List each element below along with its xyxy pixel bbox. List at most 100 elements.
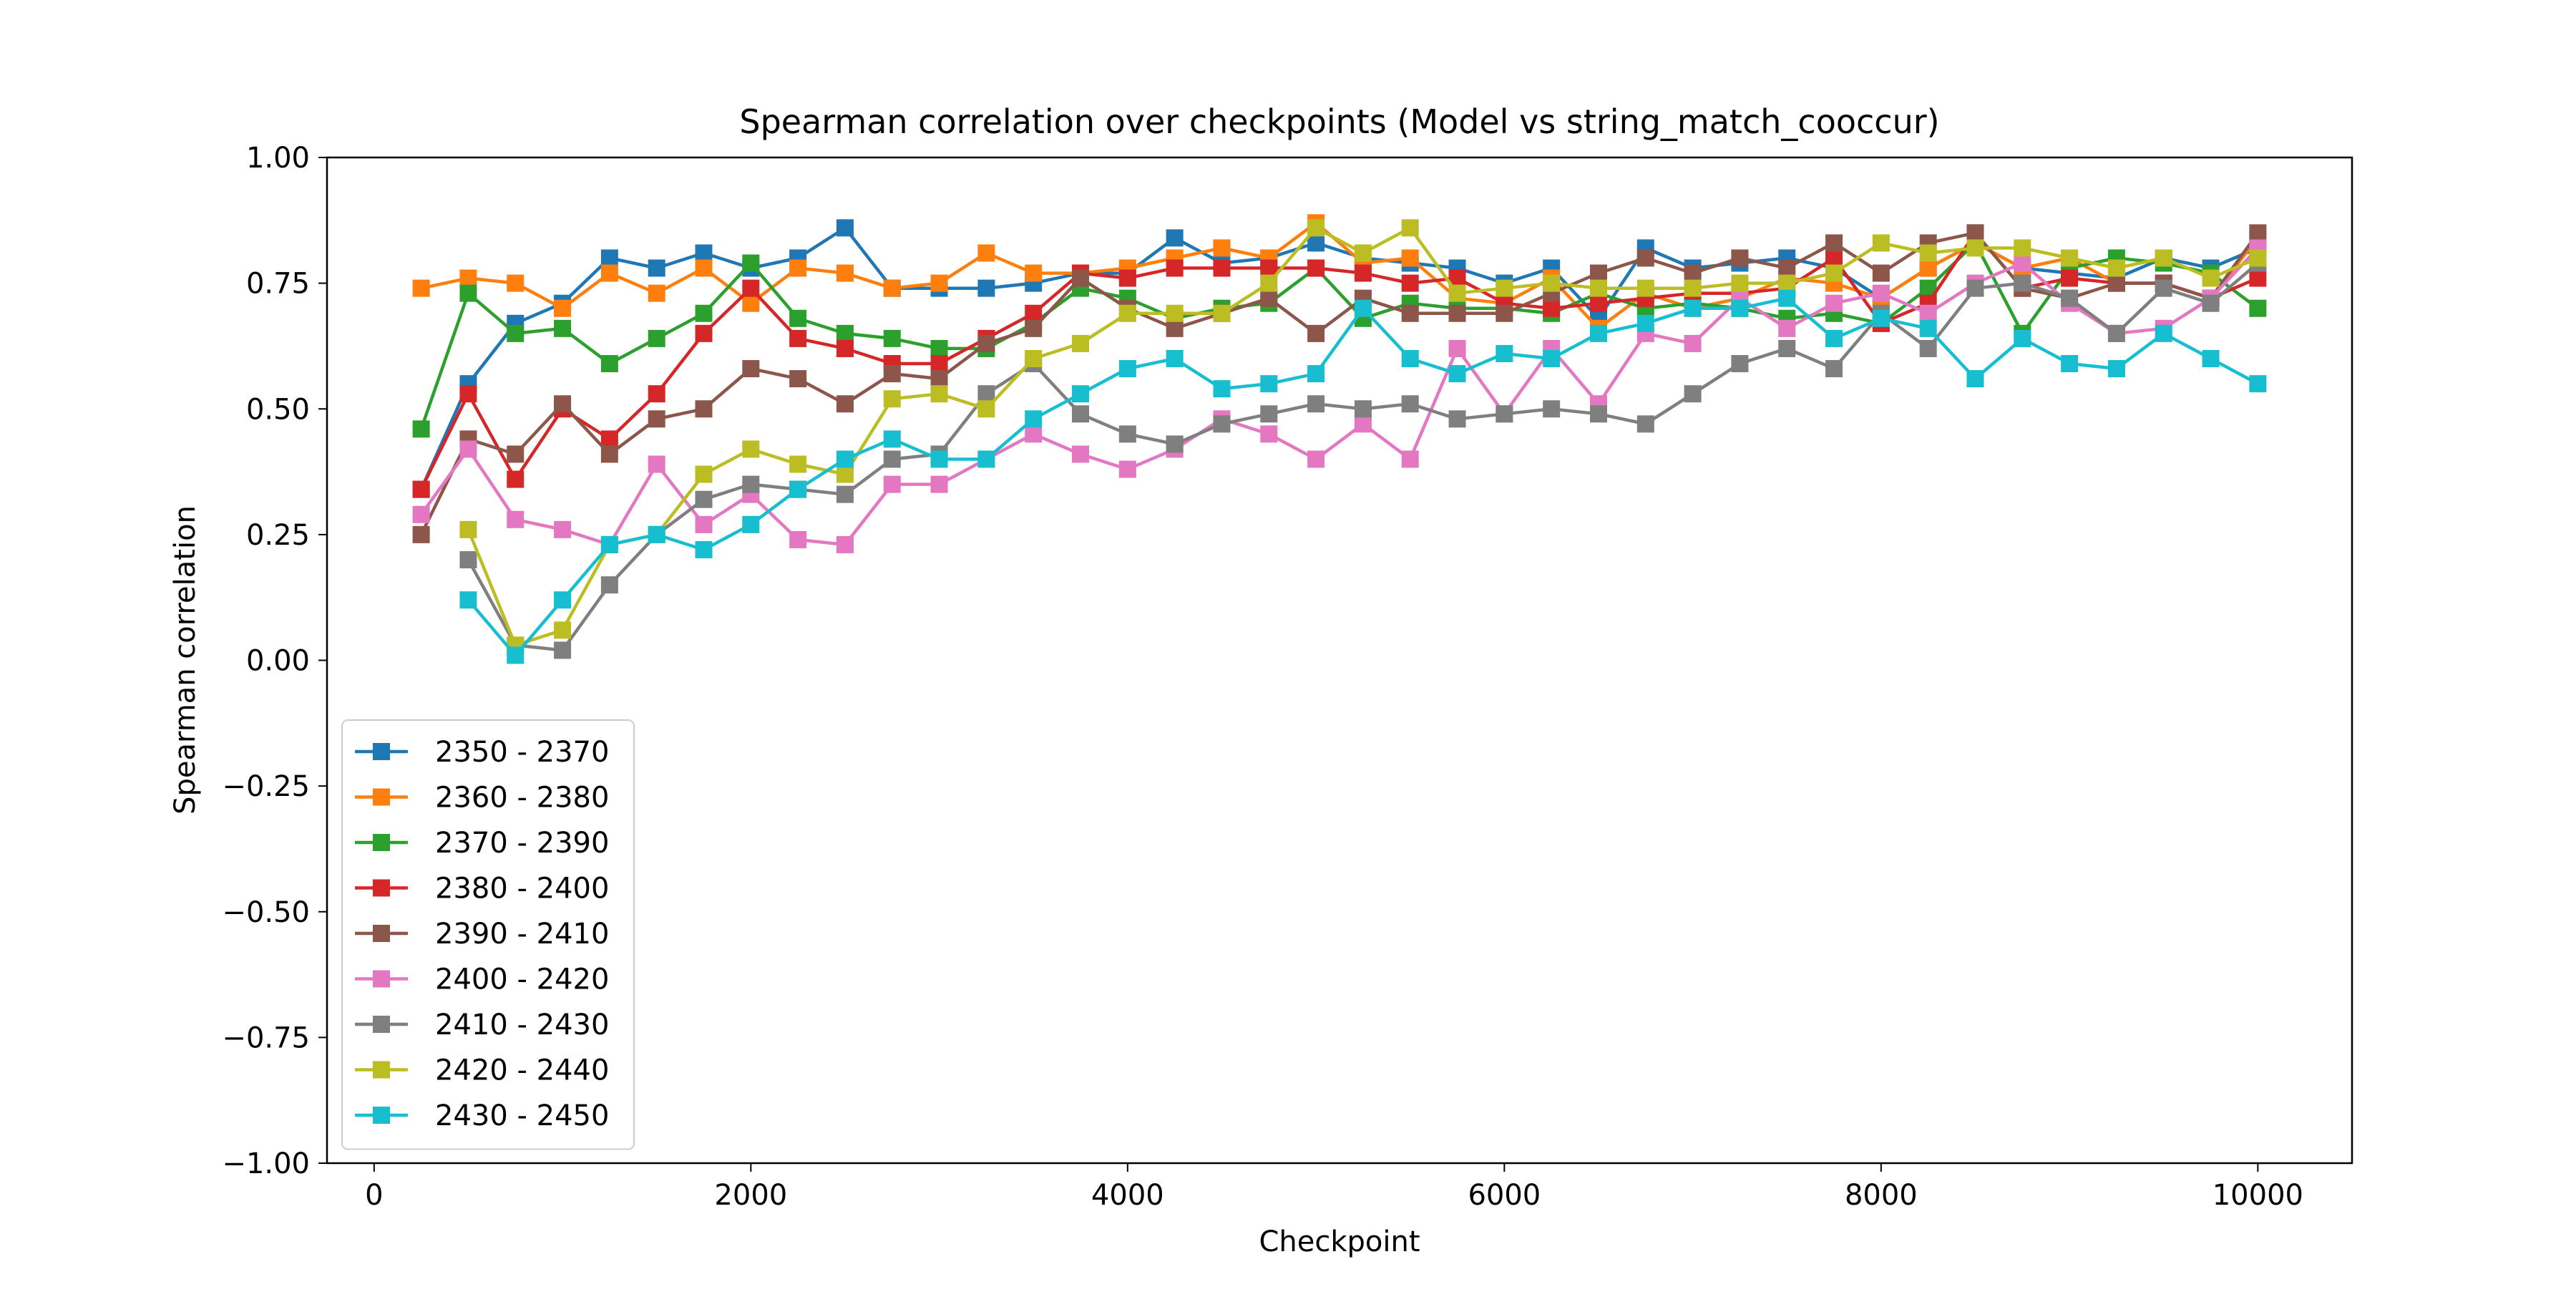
data-point [883,365,901,383]
data-point [1166,319,1184,337]
data-point [1872,309,1890,327]
legend-entry: 2350 - 2370 [355,736,609,769]
data-point [977,400,995,418]
data-point [2249,299,2267,317]
data-point [600,430,618,448]
data-point [695,244,713,262]
data-point [836,219,854,237]
data-point [1072,445,1090,463]
data-point [1025,350,1043,367]
data-point [412,480,430,498]
legend-marker [373,970,390,988]
plot-frame [326,156,2353,1165]
data-point [459,551,477,568]
data-point [600,576,618,594]
legend-label: 2360 - 2380 [435,782,609,815]
data-point [1448,284,1466,302]
data-point [459,591,477,609]
data-point [2014,329,2031,347]
legend-label: 2350 - 2370 [435,736,609,769]
data-point [695,515,713,533]
legend-entry: 2430 - 2450 [355,1099,609,1132]
data-point [789,530,807,548]
data-point [1496,405,1513,423]
data-point [1778,339,1796,357]
data-point [742,515,760,533]
data-point [1118,425,1136,443]
data-point [883,329,901,347]
data-point [1025,410,1043,428]
data-point [1354,400,1372,418]
legend-label: 2400 - 2420 [435,963,609,996]
data-point [1307,219,1325,237]
data-point [459,520,477,538]
data-point [2014,239,2031,257]
data-point [554,520,572,538]
data-point [742,360,760,378]
data-point [1401,450,1419,468]
legend-label: 2420 - 2440 [435,1054,609,1087]
data-point [1260,405,1278,423]
legend-entry: 2420 - 2440 [355,1054,609,1087]
data-point [1307,234,1325,252]
data-point [1401,350,1419,367]
data-point [1966,279,1984,297]
data-point [1025,264,1043,282]
legend-label: 2380 - 2400 [435,873,609,905]
data-point [554,319,572,337]
data-point [1684,279,1702,297]
data-point [789,329,807,347]
data-point [1636,279,1654,297]
data-point [836,535,854,553]
data-point [742,279,760,297]
data-point [600,249,618,267]
data-point [2061,289,2079,307]
legend-label: 2430 - 2450 [435,1099,609,1132]
legend-marker [373,925,390,942]
data-point [1401,249,1419,267]
data-point [1966,239,1984,257]
data-point [1072,405,1090,423]
data-point [836,395,854,413]
data-point [1260,375,1278,393]
data-point [600,445,618,463]
data-point [600,535,618,553]
data-point [2155,249,2172,267]
series-line [467,296,2259,657]
legend-entry: 2360 - 2380 [355,782,609,815]
x-tick-label: 10000 [2212,1179,2303,1212]
x-axis-label: Checkpoint [1259,1225,1420,1258]
data-point [695,259,713,277]
data-point [1260,425,1278,443]
data-point [742,440,760,458]
data-point [1966,370,1984,388]
data-point [554,395,572,413]
legend-marker [373,788,390,806]
series-line [419,231,2259,490]
legend-entry: 2410 - 2430 [355,1009,609,1041]
data-point [1260,289,1278,307]
data-point [1589,279,1607,297]
legend-marker [373,1016,390,1033]
data-point [1072,269,1090,287]
data-point [507,470,525,488]
y-tick-label: 0.50 [246,393,310,426]
data-point [2249,269,2267,287]
data-point [1919,259,1937,277]
data-point [695,324,713,342]
data-point [1025,304,1043,322]
data-point [977,279,995,297]
data-point [2155,279,2172,297]
data-point [742,475,760,493]
series-2350-2370 [412,219,2267,498]
data-point [883,475,901,493]
data-point [1684,385,1702,403]
data-point [1778,289,1796,307]
x-tick-label: 8000 [1845,1179,1918,1212]
data-point [789,259,807,277]
data-point [1825,329,1843,347]
data-point [507,510,525,528]
data-point [2249,249,2267,267]
data-point [836,465,854,483]
